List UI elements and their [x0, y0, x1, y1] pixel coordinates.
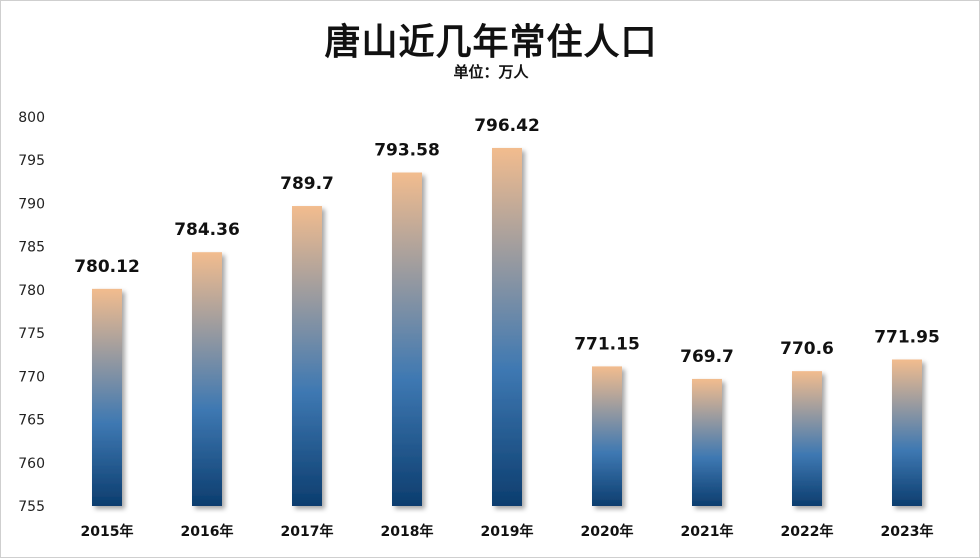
- y-tick-label: 800: [18, 110, 45, 126]
- y-tick-label: 755: [18, 499, 45, 515]
- y-tick-label: 765: [18, 413, 45, 429]
- x-tick-label: 2017年: [281, 523, 334, 540]
- y-tick-label: 785: [18, 240, 45, 256]
- data-label: 780.12: [74, 257, 140, 277]
- bar-series: [92, 147, 922, 507]
- x-tick-label: 2022年: [781, 523, 834, 540]
- x-tick-label: 2018年: [381, 523, 434, 540]
- data-label: 771.95: [874, 327, 940, 347]
- data-label: 789.7: [280, 174, 334, 194]
- bar: [792, 371, 822, 506]
- y-tick-label: 760: [18, 456, 45, 472]
- x-tick-label: 2020年: [581, 523, 634, 540]
- x-axis: 2015年 2016年 2017年 2018年 2019年 2020年 2021年 2022年…: [81, 523, 934, 540]
- data-label: 793.58: [374, 140, 440, 160]
- y-tick-label: 795: [18, 153, 45, 169]
- x-tick-label: 2023年: [881, 523, 934, 540]
- y-axis: 755 760 765 770 775 780 785 790 795 800: [18, 110, 45, 515]
- x-tick-label: 2019年: [481, 523, 534, 540]
- x-tick-label: 2016年: [181, 523, 234, 540]
- data-label: 784.36: [174, 220, 240, 240]
- chart-subtitle: 单位：万人: [453, 63, 529, 81]
- bar: [492, 147, 522, 506]
- y-tick-label: 790: [18, 196, 45, 212]
- data-label: 771.15: [574, 334, 640, 354]
- data-label: 769.7: [680, 347, 734, 367]
- bar: [292, 206, 322, 506]
- y-tick-label: 780: [18, 283, 45, 299]
- data-label: 796.42: [474, 116, 540, 136]
- bar: [192, 252, 222, 506]
- data-label: 770.6: [780, 339, 834, 359]
- data-labels: 780.12 784.36 789.7 793.58 796.42 771.15 769.7…: [74, 116, 940, 367]
- bar: [692, 378, 722, 506]
- bar: [392, 172, 422, 507]
- chart-title: 唐山近几年常住人口: [324, 22, 658, 63]
- bar: [92, 288, 122, 506]
- bar: [892, 359, 922, 506]
- x-tick-label: 2015年: [81, 523, 134, 540]
- y-tick-label: 770: [18, 369, 45, 385]
- bar: [592, 366, 622, 506]
- x-tick-label: 2021年: [681, 523, 734, 540]
- y-tick-label: 775: [18, 326, 45, 342]
